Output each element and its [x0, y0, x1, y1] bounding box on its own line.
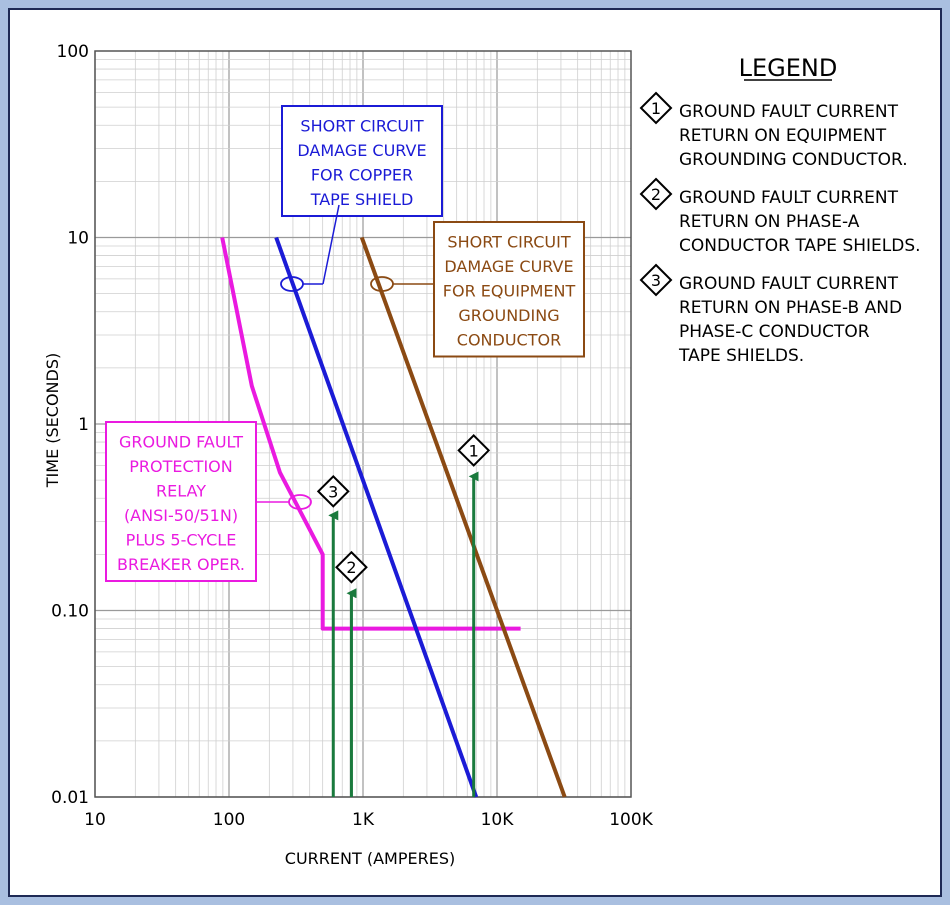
- marker-diamond: [639, 177, 673, 211]
- label-text-line: SHORT CIRCUIT: [300, 117, 423, 136]
- legend: LEGEND 1 GROUND FAULT CURRENT RETURN ON EQU…: [639, 54, 921, 366]
- label-text-line: GROUNDING: [458, 306, 559, 325]
- label-text-line: DAMAGE CURVE: [297, 141, 426, 160]
- x-tick-label: 10K: [481, 810, 515, 830]
- marker-number: 3: [651, 271, 661, 290]
- legend-item-3: 3 GROUND FAULT CURRENT RETURN ON PHASE-B A…: [639, 263, 902, 366]
- legend-item-text: RETURN ON PHASE-B AND: [679, 298, 902, 318]
- legend-item-text: RETURN ON EQUIPMENT: [679, 126, 887, 146]
- label-text-line: PLUS 5-CYCLE: [126, 531, 237, 550]
- legend-item-2: 2 GROUND FAULT CURRENT RETURN ON PHASE-A CO…: [639, 177, 921, 256]
- label-ground-fault-relay: GROUND FAULT PROTECTION RELAY (ANSI-50/51N)…: [105, 421, 257, 582]
- label-copper-tape-shield: SHORT CIRCUIT DAMAGE CURVE FOR COPPER TAPE …: [281, 105, 443, 217]
- legend-marker-2: 2: [639, 177, 673, 211]
- label-text-line: CONDUCTOR: [457, 331, 561, 350]
- marker-diamond: [335, 550, 368, 584]
- marker-diamond: [639, 91, 673, 125]
- y-tick-label: 100: [57, 42, 89, 62]
- x-tick-label: 100: [213, 810, 245, 830]
- legend-item-text: CONDUCTOR TAPE SHIELDS.: [679, 236, 921, 256]
- marker-number: 3: [328, 482, 338, 501]
- leader-copper: [322, 204, 340, 285]
- label-text-line: PROTECTION: [129, 457, 232, 476]
- marker-3: 3: [316, 474, 350, 508]
- legend-item-text: GROUND FAULT CURRENT: [679, 102, 899, 122]
- legend-title: LEGEND: [739, 54, 838, 82]
- curve-ring-grounding: [370, 276, 394, 292]
- legend-marker-1: 1: [639, 91, 673, 125]
- curve-ring-relay: [288, 494, 312, 510]
- marker-diamond: [457, 434, 491, 467]
- label-text-line: (ANSI-50/51N): [124, 506, 238, 525]
- marker-number: 2: [651, 185, 661, 204]
- label-equipment-grounding: SHORT CIRCUIT DAMAGE CURVE FOR EQUIPMENT GR…: [433, 221, 585, 358]
- label-box: [281, 105, 443, 217]
- y-tick-label: 10: [67, 229, 89, 249]
- y-tick-label: 0.10: [51, 602, 89, 622]
- legend-item-text: RETURN ON PHASE-A: [679, 212, 860, 232]
- label-text-line: SHORT CIRCUIT: [447, 233, 570, 252]
- label-text-line: GROUND FAULT: [119, 433, 243, 452]
- legend-item-text: GROUND FAULT CURRENT: [679, 274, 899, 294]
- marker-1: 1: [457, 434, 491, 467]
- marker-number: 2: [346, 558, 356, 577]
- label-text-line: FOR COPPER: [311, 166, 413, 185]
- series-line-grounding: [359, 236, 567, 798]
- label-text-line: DAMAGE CURVE: [444, 257, 573, 276]
- legend-item-text: GROUNDING CONDUCTOR.: [679, 150, 908, 170]
- marker-diamond: [316, 474, 350, 508]
- marker-number: 1: [469, 441, 479, 460]
- legend-item-text: GROUND FAULT CURRENT: [679, 188, 899, 208]
- marker-diamond: [639, 263, 673, 297]
- label-box: [105, 421, 257, 582]
- legend-item-text: PHASE-C CONDUCTOR: [679, 322, 870, 342]
- x-tick-label: 100K: [609, 810, 653, 830]
- label-text-line: FOR EQUIPMENT: [443, 282, 576, 301]
- plot-border: [94, 50, 632, 798]
- series-line-copper: [274, 236, 479, 798]
- y-axis-label: TIME (SECONDS): [43, 353, 62, 488]
- label-box: [433, 221, 585, 358]
- legend-item-1: 1 GROUND FAULT CURRENT RETURN ON EQUIPMENT…: [639, 91, 908, 170]
- x-axis-label: CURRENT (AMPERES): [285, 849, 455, 868]
- label-text-line: BREAKER OPER.: [117, 555, 245, 574]
- x-tick-label: 10: [84, 810, 106, 830]
- curve-ring-copper: [280, 276, 304, 292]
- marker-number: 1: [651, 99, 661, 118]
- x-tick-label: 1K: [352, 810, 375, 830]
- legend-item-text: TAPE SHIELDS.: [678, 346, 804, 366]
- legend-marker-3: 3: [639, 263, 673, 297]
- y-tick-label: 0.01: [51, 788, 89, 808]
- label-text-line: TAPE SHIELD: [310, 190, 414, 209]
- y-tick-label: 1: [78, 415, 89, 435]
- series-line-relay: [220, 237, 521, 631]
- marker-2: 2: [335, 550, 368, 584]
- label-text-line: RELAY: [156, 482, 206, 501]
